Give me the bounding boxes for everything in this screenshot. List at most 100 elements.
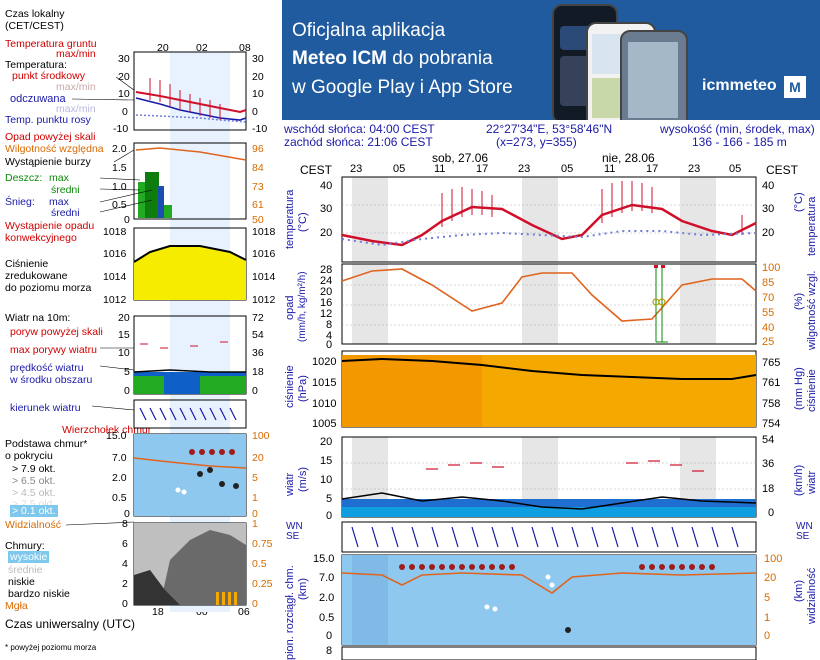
legend-wind-rtick: 18 bbox=[252, 366, 264, 378]
legend-gust-over: poryw powyżej skali bbox=[10, 326, 103, 338]
wind-axis-label: wiatr bbox=[284, 472, 296, 496]
legend-precip-over: Opad powyżej skali bbox=[5, 131, 96, 143]
legend-vis-tick: 0 bbox=[252, 508, 258, 520]
wind-tick: 5 bbox=[326, 493, 333, 505]
legend-clouds-high: wysokie bbox=[8, 551, 50, 563]
legend-press-rtick: 1018 bbox=[252, 226, 276, 238]
app-promo-banner[interactable]: Oficjalna aplikacja Meteo ICM do pobrani… bbox=[282, 0, 820, 120]
legend-time-tz: (CET/CEST) bbox=[5, 20, 64, 32]
legend-okt: > 7.9 okt. bbox=[12, 463, 56, 475]
windkmh-tick: 18 bbox=[762, 483, 775, 495]
legend-press-tick: 1014 bbox=[103, 271, 127, 283]
wind-axis-unit: (m/s) bbox=[297, 466, 309, 492]
legend-utc: Czas uniwersalny (UTC) bbox=[5, 617, 136, 631]
bottom-tick: 8 bbox=[326, 645, 333, 657]
phone-image bbox=[620, 30, 688, 120]
cloud-tick: 0.5 bbox=[319, 612, 335, 624]
temp-tick: 40 bbox=[320, 180, 333, 192]
precip-tick: 12 bbox=[320, 308, 333, 320]
legend-fog-tick: 0 bbox=[252, 598, 258, 610]
sunrise: wschód słońca: 04:00 CEST bbox=[284, 122, 435, 136]
compass-icon-right: WN SE bbox=[796, 522, 813, 542]
legend-pressure: Ciśnienie bbox=[5, 258, 49, 270]
legend-wind-rtick: 54 bbox=[252, 329, 264, 341]
precip-tick: 16 bbox=[320, 297, 333, 309]
legend-thunder: Wystąpienie burzy bbox=[5, 156, 91, 168]
legend-wind-rtick: 0 bbox=[252, 385, 258, 397]
legend-press-rtick: 1014 bbox=[252, 271, 276, 283]
vis-tick: 0 bbox=[764, 630, 771, 642]
legend-rain-max: max bbox=[49, 172, 69, 184]
legend-visibility: Widzialność bbox=[5, 519, 62, 531]
legend-wind-tick: 10 bbox=[118, 347, 130, 359]
legend-precip-tick: 1.0 bbox=[112, 181, 127, 193]
wind-tick: 0 bbox=[326, 510, 333, 522]
legend-snow: Śnieg: bbox=[5, 196, 35, 208]
tz-right: CEST bbox=[766, 163, 799, 177]
cloud-tick: 7.0 bbox=[319, 572, 335, 584]
temp-rtick: 20 bbox=[762, 227, 775, 239]
legend-vis-tick: 20 bbox=[252, 452, 264, 464]
legend-utc-hour: 18 bbox=[152, 606, 164, 618]
legend-mid-point: punkt środkowy bbox=[12, 70, 85, 82]
press-tick: 1020 bbox=[312, 356, 337, 368]
legend-cloud-top: Wierzchołek chmur bbox=[62, 424, 152, 436]
legend-temp-tick: 0 bbox=[122, 106, 128, 118]
legend-soil-maxmin: max/min bbox=[56, 48, 96, 60]
hum-tick: 40 bbox=[762, 322, 775, 334]
hour-tick: 11 bbox=[604, 163, 616, 175]
hum-tick: 25 bbox=[762, 336, 775, 348]
legend-hum-tick: 84 bbox=[252, 162, 264, 174]
cloud-tick: 0 bbox=[326, 630, 333, 642]
temp-axis-unit: (°C) bbox=[297, 212, 309, 232]
legend-cl-tick: 8 bbox=[122, 518, 128, 530]
legend-fog-tick: 0.25 bbox=[252, 578, 273, 590]
cloud-axis-label: pion. rozciągł. chm. bbox=[284, 565, 296, 660]
precip-tick: 8 bbox=[326, 319, 333, 331]
legend-clouds-very-low: bardzo niskie bbox=[8, 588, 70, 600]
pressmm-tick: 761 bbox=[762, 377, 781, 389]
legend-cloud-tick: 2.0 bbox=[112, 472, 127, 484]
legend-snow-max: max bbox=[49, 196, 69, 208]
legend-convective: Wystąpienie opadu bbox=[5, 220, 95, 232]
hour-tick: 23 bbox=[518, 163, 531, 175]
legend-snow-avg: średni bbox=[51, 207, 80, 219]
legend-okt: > 6.5 okt. bbox=[12, 475, 56, 487]
icmmeteo-logo: icmmeteo bbox=[702, 77, 777, 94]
banner-line2: Meteo ICM do pobrania bbox=[292, 48, 493, 70]
legend-wind-dir: kierunek wiatru bbox=[10, 402, 81, 414]
grid-point: (x=273, y=355) bbox=[496, 135, 577, 149]
pressmm-axis-unit: (mm Hg) bbox=[793, 367, 805, 410]
legend-graphics bbox=[65, 51, 247, 612]
precip-tick: 28 bbox=[320, 264, 333, 276]
legend-okt: > 4.5 okt. bbox=[12, 487, 56, 499]
legend-precip-tick: 1.5 bbox=[112, 162, 127, 174]
precip-axis-unit: (mm/h, kg/m²/h) bbox=[297, 271, 308, 342]
legend-precip-tick: 0.5 bbox=[112, 199, 127, 211]
legend-cl-tick: 4 bbox=[122, 558, 128, 570]
hour-tick: 05 bbox=[729, 163, 742, 175]
pressmm-tick: 765 bbox=[762, 357, 781, 369]
legend-clouds-low: niskie bbox=[8, 576, 35, 588]
day2-label: nie, 28.06 bbox=[602, 151, 655, 165]
legend-press-rtick: 1012 bbox=[252, 294, 276, 306]
legend-hum-tick: 61 bbox=[252, 199, 264, 211]
legend-press-tick: 1018 bbox=[103, 226, 127, 238]
hour-tick: 05 bbox=[561, 163, 574, 175]
legend-fog: Mgła bbox=[5, 600, 28, 612]
banner-app-name: Meteo ICM bbox=[292, 48, 387, 69]
precip-tick: 20 bbox=[320, 286, 333, 298]
coordinates: 22°27'34"E, 53°58'46"N bbox=[486, 122, 613, 136]
compass-w: W bbox=[796, 521, 806, 532]
legend-wind-rtick: 72 bbox=[252, 312, 264, 324]
hum-tick: 70 bbox=[762, 292, 775, 304]
legend-cloud-base: Podstawa chmur* bbox=[5, 438, 88, 450]
compass-icon: WN SE bbox=[286, 522, 303, 542]
legend-okt: > 0.1 okt. bbox=[10, 505, 58, 517]
legend-clouds-mid: średnie bbox=[8, 564, 43, 576]
legend-vis-tick: 100 bbox=[252, 430, 270, 442]
wind-tick: 15 bbox=[320, 455, 333, 467]
legend-cloud-tick: 7.0 bbox=[112, 452, 127, 464]
pressmm-tick: 758 bbox=[762, 398, 781, 410]
compass-w: W bbox=[286, 521, 296, 532]
